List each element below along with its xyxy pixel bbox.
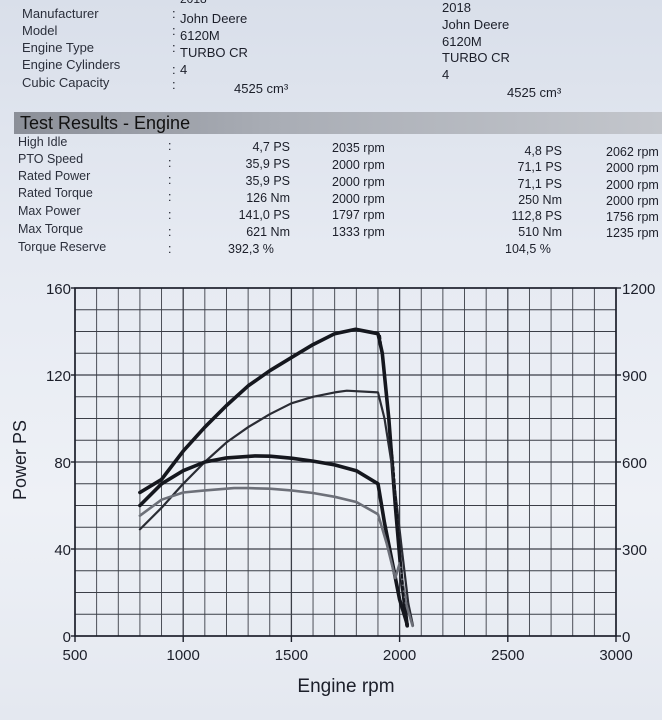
result-v1-high-idle: 4,7 PS [252,140,290,154]
series-line-4 [138,486,414,628]
x-tick-label: 1500 [275,647,308,664]
result-r1-rated-torque: 2000 rpm [332,192,385,206]
series-line-3 [138,454,410,627]
result-colon: : [168,242,172,256]
spec-b-model: 6120M [442,34,482,49]
spec-b-engine-type: TURBO CR [442,50,510,65]
spec-b-capacity: 4525 cm³ [507,85,562,100]
result-label-torque-reserve: Torque Reserve [18,240,107,254]
spec-label-engine-type: Engine Type [22,40,95,55]
result-r2-max-power: 1756 rpm [606,210,659,224]
spec-colon: : [172,62,176,77]
y2-tick-label: 600 [622,455,647,472]
spec-b-cylinders: 4 [442,67,450,82]
spec-colon: : [172,23,176,38]
result-r2-pto-speed: 2000 rpm [606,161,659,175]
result-v1-rated-power: 35,9 PS [245,174,290,188]
result-r1-pto-speed: 2000 rpm [332,158,385,172]
spec-label-model: Model [22,23,58,38]
spec-a-cylinders: 4 [180,62,188,77]
series-line-1 [138,327,410,628]
y2-tick-label: 300 [622,542,647,559]
chart-ticks: 500 1000 1500 2000 2500 300004080120160030060… [46,281,655,664]
result-r2-high-idle: 2062 rpm [606,145,659,159]
x-tick-label: 1000 [167,647,200,664]
spec-colon: : [172,40,176,55]
spec-label-manufacturer: Manufacturer [22,6,99,21]
result-v2-pto-speed: 71,1 PS [517,160,562,174]
y-tick-label: 120 [46,368,71,385]
result-v2-torque-reserve: 104,5 % [505,242,551,256]
year-value-a: 2018 [180,0,207,8]
y-tick-label: 80 [54,455,71,472]
spec-a-capacity: 4525 cm³ [234,81,289,96]
result-colon: : [168,173,172,187]
result-v1-max-power: 141,0 PS [238,208,290,222]
result-colon: : [168,208,172,222]
chart-grid [74,287,617,637]
result-v2-max-power: 112,8 PS [511,209,562,223]
chart-series [138,327,415,628]
year-value-b: 2018 [442,0,471,15]
result-r2-rated-power: 2000 rpm [606,178,659,192]
engine-performance-chart: 500 1000 1500 2000 2500 300004080120160030060… [10,281,655,697]
x-tick-label: 500 [62,647,87,664]
series-line-2 [138,389,415,627]
result-r2-max-torque: 1235 rpm [606,226,659,240]
result-label-rated-power: Rated Power [18,169,91,183]
y2-tick-label: 1200 [622,281,655,298]
spec-a-engine-type: TURBO CR [180,45,248,60]
y-tick-label: 40 [54,542,71,559]
y2-tick-label: 900 [622,368,647,385]
result-v1-torque-reserve: 392,3 % [228,242,274,256]
y-axis-label: Power PS [10,420,30,500]
result-label-max-power: Max Power [18,204,81,218]
result-v1-max-torque: 621 Nm [246,225,290,239]
result-r2-rated-torque: 2000 rpm [606,194,659,208]
result-r1-high-idle: 2035 rpm [332,141,385,155]
result-label-max-torque: Max Torque [18,222,84,236]
result-colon: : [168,156,172,170]
x-tick-label: 2000 [383,647,416,664]
result-v1-pto-speed: 35,9 PS [245,157,290,171]
y2-tick-label: 0 [622,629,630,646]
y-tick-label: 160 [46,281,71,298]
result-colon: : [168,139,172,153]
x-tick-label: 3000 [599,647,632,664]
result-label-pto-speed: PTO Speed [18,152,84,166]
result-v2-max-torque: 510 Nm [518,225,562,239]
results-title: Test Results - Engine [20,113,191,133]
result-label-rated-torque: Rated Torque [18,186,93,200]
spec-label-capacity: Cubic Capacity [22,75,110,90]
series-line-5 [379,334,408,627]
result-label-high-idle: High Idle [18,135,68,149]
x-axis-label: Engine rpm [297,676,394,697]
section-header-bar [14,112,662,134]
result-colon: : [168,190,172,204]
result-v1-rated-torque: 126 Nm [246,191,290,205]
result-v2-rated-torque: 250 Nm [518,193,562,207]
spec-b-manufacturer: John Deere [442,17,510,32]
y-tick-label: 0 [63,629,71,646]
spec-colon: : [172,77,176,92]
spec-colon: : [172,6,176,21]
result-colon: : [168,225,172,239]
result-r1-max-power: 1797 rpm [332,208,385,222]
result-v2-high-idle: 4,8 PS [524,144,562,158]
spec-label-cylinders: Engine Cylinders [22,57,121,72]
x-tick-label: 2500 [491,647,524,664]
result-r1-max-torque: 1333 rpm [332,225,385,239]
spec-a-manufacturer: John Deere [180,11,248,26]
result-v2-rated-power: 71,1 PS [517,177,562,191]
result-r1-rated-power: 2000 rpm [332,175,385,189]
spec-a-model: 6120M [180,28,220,43]
